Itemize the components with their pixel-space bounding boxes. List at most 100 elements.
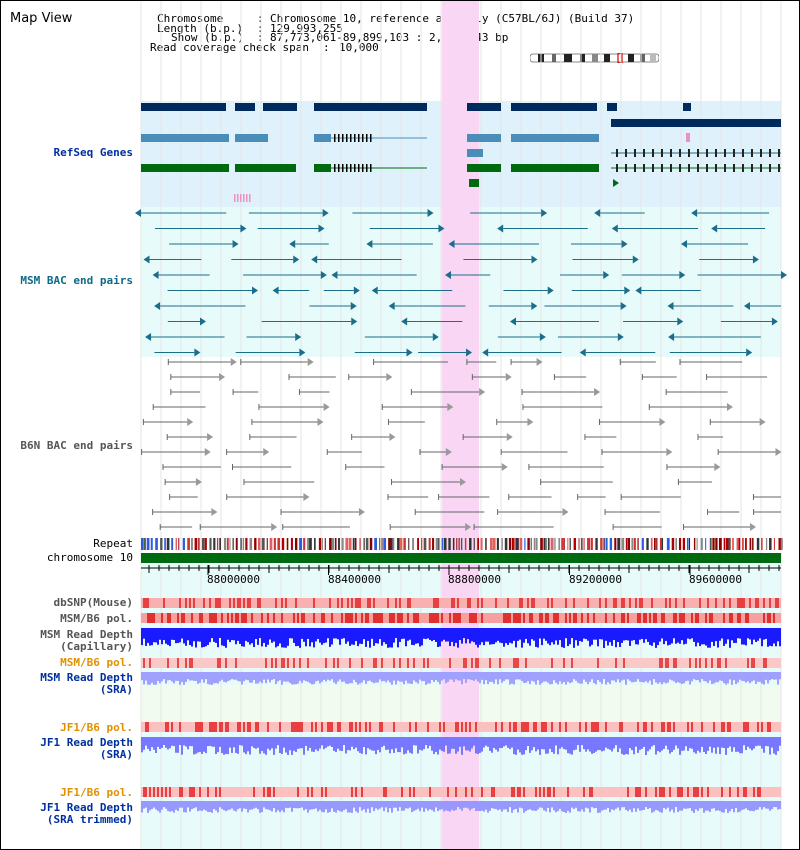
read-depth-bar bbox=[521, 801, 523, 809]
read-depth-bar bbox=[753, 737, 755, 749]
track-label-jf1-depth-sra-1[interactable]: JF1 Read Depth bbox=[40, 736, 133, 749]
read-depth-bar bbox=[199, 628, 201, 642]
track-label-chromosome[interactable]: chromosome 10 bbox=[46, 551, 133, 564]
track-label-jf1-depth-trim-1[interactable]: JF1 Read Depth bbox=[40, 801, 133, 814]
track-label-b6n-bac[interactable]: B6N BAC end pairs bbox=[20, 439, 133, 452]
read-depth-bar bbox=[533, 628, 535, 641]
read-depth-bar bbox=[603, 672, 605, 680]
track-label-dbsnp[interactable]: dbSNP(Mouse) bbox=[53, 596, 133, 609]
read-depth-bar bbox=[409, 737, 411, 753]
snp-density-cell bbox=[475, 658, 477, 668]
snp-density-cell bbox=[671, 658, 673, 668]
read-depth-bar bbox=[309, 801, 311, 810]
gene-exon bbox=[350, 134, 352, 142]
track-label-msm-depth-sra-1[interactable]: MSM Read Depth bbox=[40, 671, 133, 684]
snp-density-cell bbox=[613, 613, 615, 623]
snp-density-cell bbox=[727, 787, 729, 797]
snp-density-cell bbox=[703, 658, 705, 668]
snp-density-cell bbox=[391, 722, 393, 732]
snp-density-cell bbox=[547, 787, 549, 797]
gene-exon bbox=[235, 103, 255, 111]
track-label-refseq[interactable]: RefSeq Genes bbox=[53, 146, 133, 159]
snp-density-cell bbox=[641, 722, 643, 732]
snp-density-cell bbox=[755, 787, 757, 797]
gene-exon bbox=[362, 134, 364, 142]
read-depth-bar bbox=[591, 672, 593, 680]
track-label-jf1-b6-pol-2[interactable]: JF1/B6 pol. bbox=[60, 786, 133, 799]
read-depth-bar bbox=[267, 672, 269, 680]
snp-density-cell bbox=[293, 598, 295, 608]
snp-density-cell bbox=[245, 613, 247, 623]
snp-density-cell bbox=[683, 658, 685, 668]
snp-density-cell bbox=[437, 658, 439, 668]
snp-density-cell bbox=[559, 613, 561, 623]
repeat-element bbox=[590, 538, 593, 550]
read-depth-bar bbox=[451, 628, 453, 642]
snp-density-cell bbox=[465, 598, 467, 608]
snp-density-cell bbox=[257, 787, 259, 797]
read-depth-bar bbox=[479, 801, 481, 812]
read-depth-bar bbox=[677, 672, 679, 683]
read-depth-bar bbox=[771, 672, 773, 680]
read-depth-bar bbox=[615, 737, 617, 746]
repeat-element bbox=[281, 538, 285, 550]
read-depth-bar bbox=[689, 737, 691, 749]
read-depth-bar bbox=[533, 737, 535, 748]
snp-density-cell bbox=[623, 598, 625, 608]
snp-density-cell bbox=[383, 598, 385, 608]
track-label-msm-depth-cap-1[interactable]: MSM Read Depth bbox=[40, 628, 133, 641]
snp-density-cell bbox=[729, 722, 731, 732]
snp-density-cell bbox=[779, 598, 781, 608]
snp-density-cell bbox=[215, 787, 217, 797]
snp-density-cell bbox=[293, 613, 295, 623]
read-depth-bar bbox=[563, 628, 565, 648]
snp-density-cell bbox=[675, 613, 677, 623]
snp-density-cell bbox=[393, 658, 395, 668]
read-depth-bar bbox=[519, 672, 521, 680]
repeat-element bbox=[261, 538, 265, 550]
track-label-msm-b6-pol-2[interactable]: MSM/B6 pol. bbox=[60, 656, 133, 669]
track-label-repeat[interactable]: Repeat bbox=[93, 537, 133, 550]
read-depth-bar bbox=[381, 737, 383, 748]
length-label: Length (b.p.) bbox=[157, 22, 244, 35]
snp-density-cell bbox=[441, 787, 443, 797]
snp-density-cell bbox=[467, 787, 469, 797]
read-depth-bar bbox=[237, 801, 239, 810]
snp-density-cell bbox=[621, 722, 623, 732]
read-depth-bar bbox=[345, 628, 347, 644]
read-depth-bar bbox=[213, 737, 215, 747]
read-depth-bar bbox=[675, 628, 677, 644]
read-depth-bar bbox=[513, 737, 515, 755]
snp-density-cell bbox=[343, 613, 345, 623]
read-depth-bar bbox=[761, 628, 763, 647]
track-label-jf1-b6-pol-1[interactable]: JF1/B6 pol. bbox=[60, 721, 133, 734]
snp-density-cell bbox=[607, 787, 609, 797]
snp-density-cell bbox=[189, 613, 191, 623]
snp-density-cell bbox=[577, 598, 579, 608]
read-depth-bar bbox=[441, 672, 443, 681]
snp-density-cell bbox=[469, 787, 471, 797]
track-label-msm-b6-pol-1[interactable]: MSM/B6 pol. bbox=[60, 612, 133, 625]
read-depth-bar bbox=[701, 628, 703, 645]
read-depth-bar bbox=[285, 672, 287, 682]
repeat-element bbox=[408, 538, 410, 550]
snp-density-cell bbox=[709, 658, 711, 668]
snp-density-cell bbox=[305, 598, 307, 608]
read-depth-bar bbox=[723, 628, 725, 646]
read-depth-bar bbox=[767, 628, 769, 647]
read-depth-bar bbox=[587, 801, 589, 809]
read-depth-bar bbox=[543, 672, 545, 682]
read-depth-bar bbox=[405, 737, 407, 754]
snp-density-cell bbox=[351, 613, 353, 623]
read-depth-bar bbox=[661, 628, 663, 639]
snp-density-cell bbox=[435, 722, 437, 732]
snp-density-cell bbox=[745, 613, 747, 623]
bac-end-marker bbox=[635, 286, 642, 295]
track-label-msm-bac[interactable]: MSM BAC end pairs bbox=[20, 274, 133, 287]
read-depth-bar bbox=[395, 737, 397, 749]
snp-density-cell bbox=[149, 787, 151, 797]
snp-density-cell bbox=[485, 787, 487, 797]
read-depth-bar bbox=[339, 672, 341, 680]
snp-density-cell bbox=[343, 658, 345, 668]
